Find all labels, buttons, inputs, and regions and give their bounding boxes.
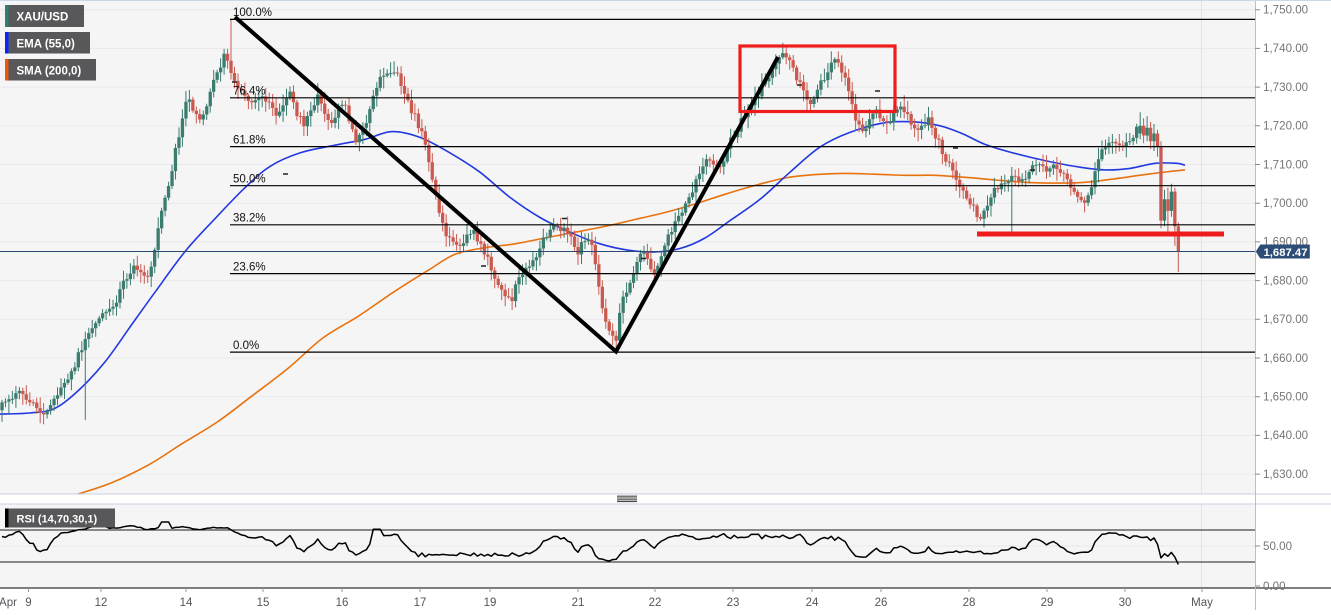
svg-text:19: 19 — [484, 597, 497, 609]
svg-text:1,670.00: 1,670.00 — [1263, 313, 1308, 326]
svg-text:16: 16 — [336, 597, 349, 609]
svg-text:1,660.00: 1,660.00 — [1263, 352, 1308, 365]
svg-text:1,630.00: 1,630.00 — [1263, 468, 1308, 481]
svg-text:23: 23 — [727, 597, 740, 609]
svg-text:EMA (55,0): EMA (55,0) — [17, 38, 76, 50]
svg-text:61.8%: 61.8% — [233, 134, 266, 146]
svg-text:1,720.00: 1,720.00 — [1263, 120, 1308, 133]
svg-text:1,730.00: 1,730.00 — [1263, 81, 1308, 94]
svg-text:50.0%: 50.0% — [233, 174, 266, 186]
svg-text:28: 28 — [963, 597, 976, 609]
svg-text:0.0%: 0.0% — [233, 340, 259, 352]
svg-text:24: 24 — [806, 597, 819, 609]
svg-text:29: 29 — [1041, 597, 1054, 609]
svg-text:XAU/USD: XAU/USD — [17, 12, 69, 24]
svg-text:30: 30 — [1119, 597, 1132, 609]
svg-text:100.0%: 100.0% — [233, 7, 272, 19]
svg-text:14: 14 — [180, 597, 193, 609]
svg-text:26: 26 — [875, 597, 888, 609]
svg-text:1,740.00: 1,740.00 — [1263, 42, 1308, 55]
svg-text:1,750.00: 1,750.00 — [1263, 4, 1308, 17]
svg-text:50.00: 50.00 — [1263, 540, 1292, 553]
svg-text:1,700.00: 1,700.00 — [1263, 197, 1308, 210]
svg-text:23.6%: 23.6% — [233, 261, 266, 273]
svg-text:0.00: 0.00 — [1263, 580, 1286, 593]
svg-text:17: 17 — [414, 597, 427, 609]
svg-text:1,650.00: 1,650.00 — [1263, 391, 1308, 404]
svg-text:9: 9 — [25, 597, 31, 609]
svg-text:1,680.00: 1,680.00 — [1263, 274, 1308, 287]
svg-text:RSI (14,70,30,1): RSI (14,70,30,1) — [17, 514, 98, 526]
svg-text:12: 12 — [95, 597, 108, 609]
svg-text:1,710.00: 1,710.00 — [1263, 158, 1308, 171]
svg-text:May: May — [1191, 597, 1213, 609]
svg-text:38.2%: 38.2% — [233, 213, 266, 225]
svg-text:1,640.00: 1,640.00 — [1263, 429, 1308, 442]
svg-text:22: 22 — [649, 597, 662, 609]
svg-text:15: 15 — [257, 597, 270, 609]
svg-text:21: 21 — [572, 597, 585, 609]
svg-text:Apr: Apr — [0, 597, 17, 609]
svg-text:76.4%: 76.4% — [233, 86, 266, 98]
svg-text:SMA (200,0): SMA (200,0) — [17, 65, 82, 77]
svg-text:1,687.47: 1,687.47 — [1264, 247, 1308, 259]
